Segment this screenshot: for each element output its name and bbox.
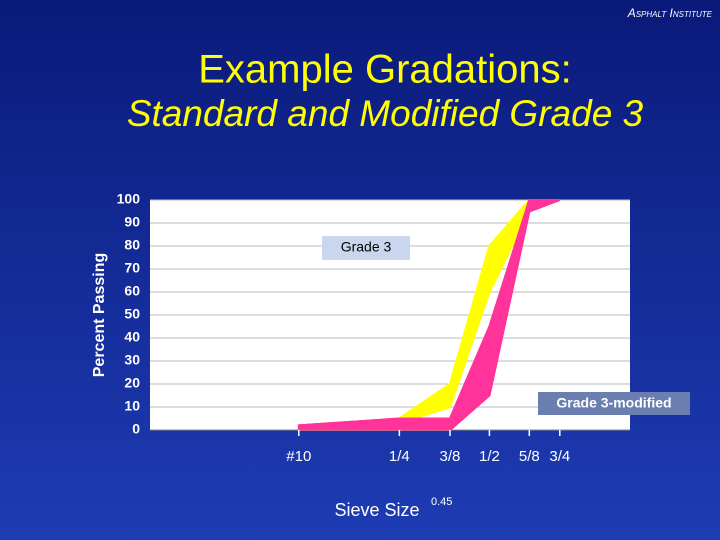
y-tick-label: 30 xyxy=(124,352,140,368)
y-tick-label: 50 xyxy=(124,306,140,322)
header: Asphalt Institute xyxy=(627,6,713,20)
x-tick-label: 3/8 xyxy=(440,448,461,465)
x-axis-label: Sieve Size xyxy=(334,500,419,520)
annotation: Grade 3 xyxy=(341,239,392,255)
x-tick-label: 3/4 xyxy=(549,448,570,465)
y-tick-label: 20 xyxy=(124,375,140,391)
y-tick-label: 100 xyxy=(117,191,141,207)
plot xyxy=(150,199,630,431)
chart-subtitle: Standard and Modified Grade 3 xyxy=(127,93,644,134)
y-tick-label: 90 xyxy=(124,214,140,230)
annotation: Grade 3-modified xyxy=(556,395,671,411)
annotation-box xyxy=(322,236,410,260)
annotation-box xyxy=(538,392,690,415)
chart-title: Example Gradations: xyxy=(198,48,572,92)
band-upper xyxy=(298,199,560,427)
y-tick-label: 80 xyxy=(124,237,140,253)
x-tick-label: 1/4 xyxy=(389,448,410,465)
x-tick-label: 1/2 xyxy=(479,448,500,465)
y-tick-label: 40 xyxy=(124,329,140,345)
x-axis-power: 0.45 xyxy=(431,496,452,508)
y-tick-label: 0 xyxy=(132,421,140,437)
grid xyxy=(150,199,630,431)
x-tick-label: #10 xyxy=(286,448,311,465)
y-tick-label: 60 xyxy=(124,283,140,299)
annotation-arrow xyxy=(490,393,539,405)
annotation-arrow xyxy=(411,250,470,264)
y-axis-label: Percent Passing xyxy=(91,253,108,378)
y-tick-label: 70 xyxy=(124,260,140,276)
y-tick-label: 10 xyxy=(124,398,140,414)
x-tick-label: 5/8 xyxy=(519,448,540,465)
